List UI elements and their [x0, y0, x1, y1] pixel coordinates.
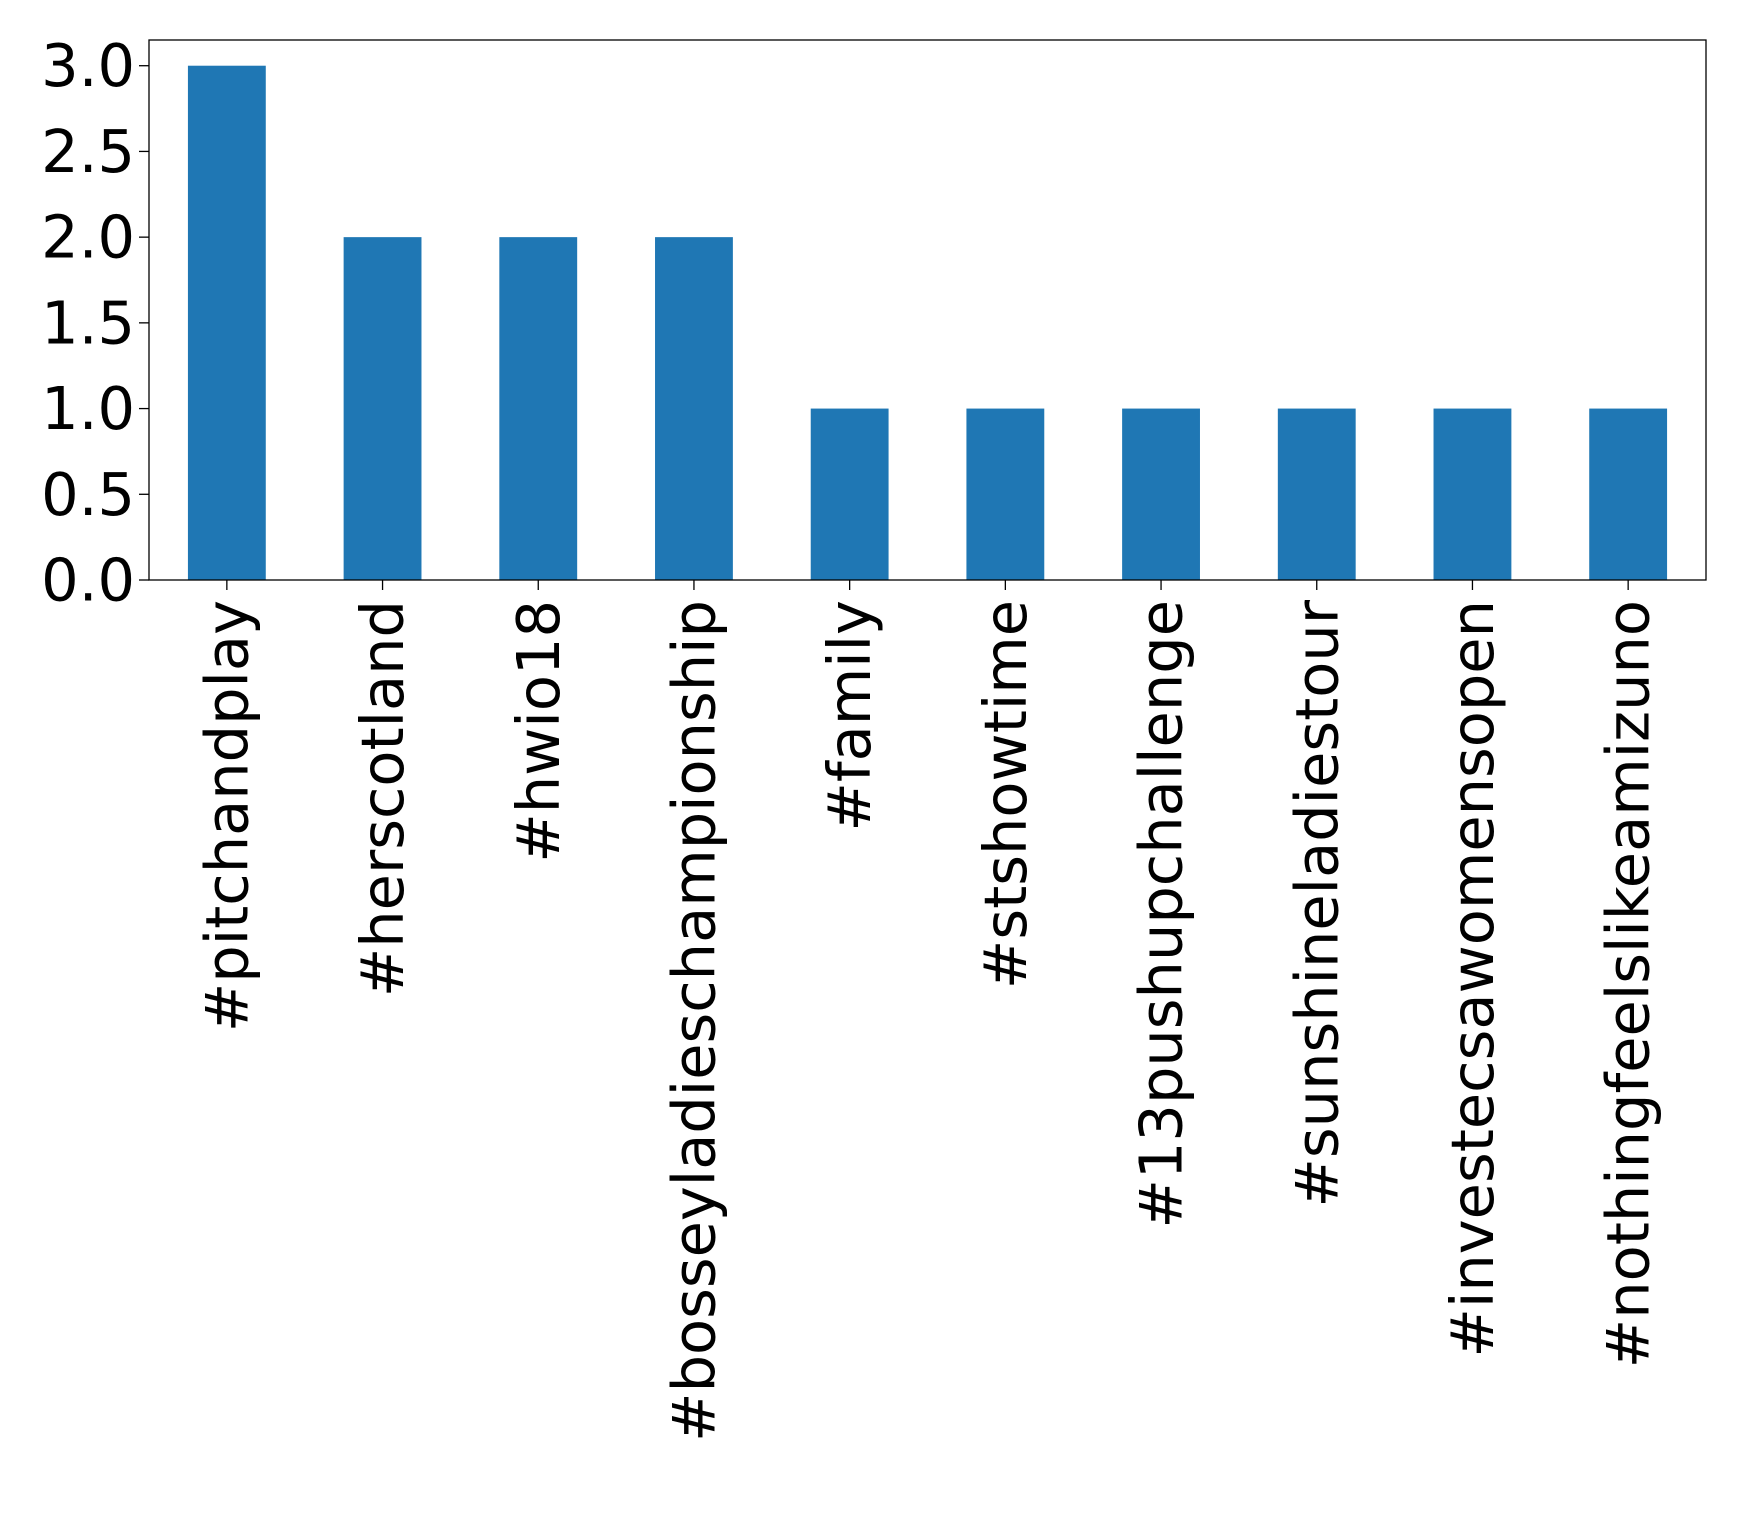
- plot-frame: [148, 39, 1707, 581]
- bar-sunshineladiestour: [1277, 408, 1356, 580]
- bar-investecsawomensopen: [1433, 408, 1512, 580]
- bar-bosseyladieschampionship: [655, 237, 733, 580]
- y-tick-label: 2.0: [41, 203, 135, 272]
- bar-family: [810, 408, 889, 580]
- bar-herscotland: [343, 237, 422, 580]
- x-tick-label: #stshowtime: [971, 600, 1040, 989]
- y-tick-label: 2.5: [41, 117, 135, 186]
- bar-13pushupchallenge: [1122, 408, 1200, 580]
- bars-layer: [187, 65, 1668, 580]
- y-tick-label: 1.0: [41, 374, 135, 443]
- x-tick-label: #investecsawomensopen: [1438, 600, 1507, 1357]
- y-tick-label: 1.5: [41, 288, 135, 357]
- x-tick-label: #nothingfeelslikeamizuno: [1594, 600, 1663, 1368]
- x-tick-label: #pitchandplay: [192, 600, 261, 1032]
- x-tick-label: #herscotland: [348, 600, 417, 997]
- x-tick-label: #family: [815, 600, 884, 832]
- y-tick-label: 0.5: [41, 460, 135, 529]
- bar-stshowtime: [966, 408, 1045, 580]
- y-tick-label: 0.0: [41, 546, 135, 615]
- y-axis: 0.0 0.5 1.0 1.5 2.0 2.5 3.0: [41, 31, 149, 615]
- bar-pitchandplay: [187, 65, 266, 580]
- x-axis: #pitchandplay #herscotland #hwio18 #bosseyl…: [192, 580, 1663, 1442]
- x-tick-label: #hwio18: [504, 600, 573, 863]
- x-tick-label: #13pushupchallenge: [1127, 600, 1196, 1229]
- y-tick-label: 3.0: [41, 31, 135, 100]
- x-tick-label: #bosseyladieschampionship: [659, 600, 728, 1442]
- bar-hwio18: [499, 237, 578, 580]
- bar-nothingfeelslikeamizuno: [1589, 408, 1668, 580]
- x-tick-label: #sunshineladiestour: [1282, 599, 1351, 1207]
